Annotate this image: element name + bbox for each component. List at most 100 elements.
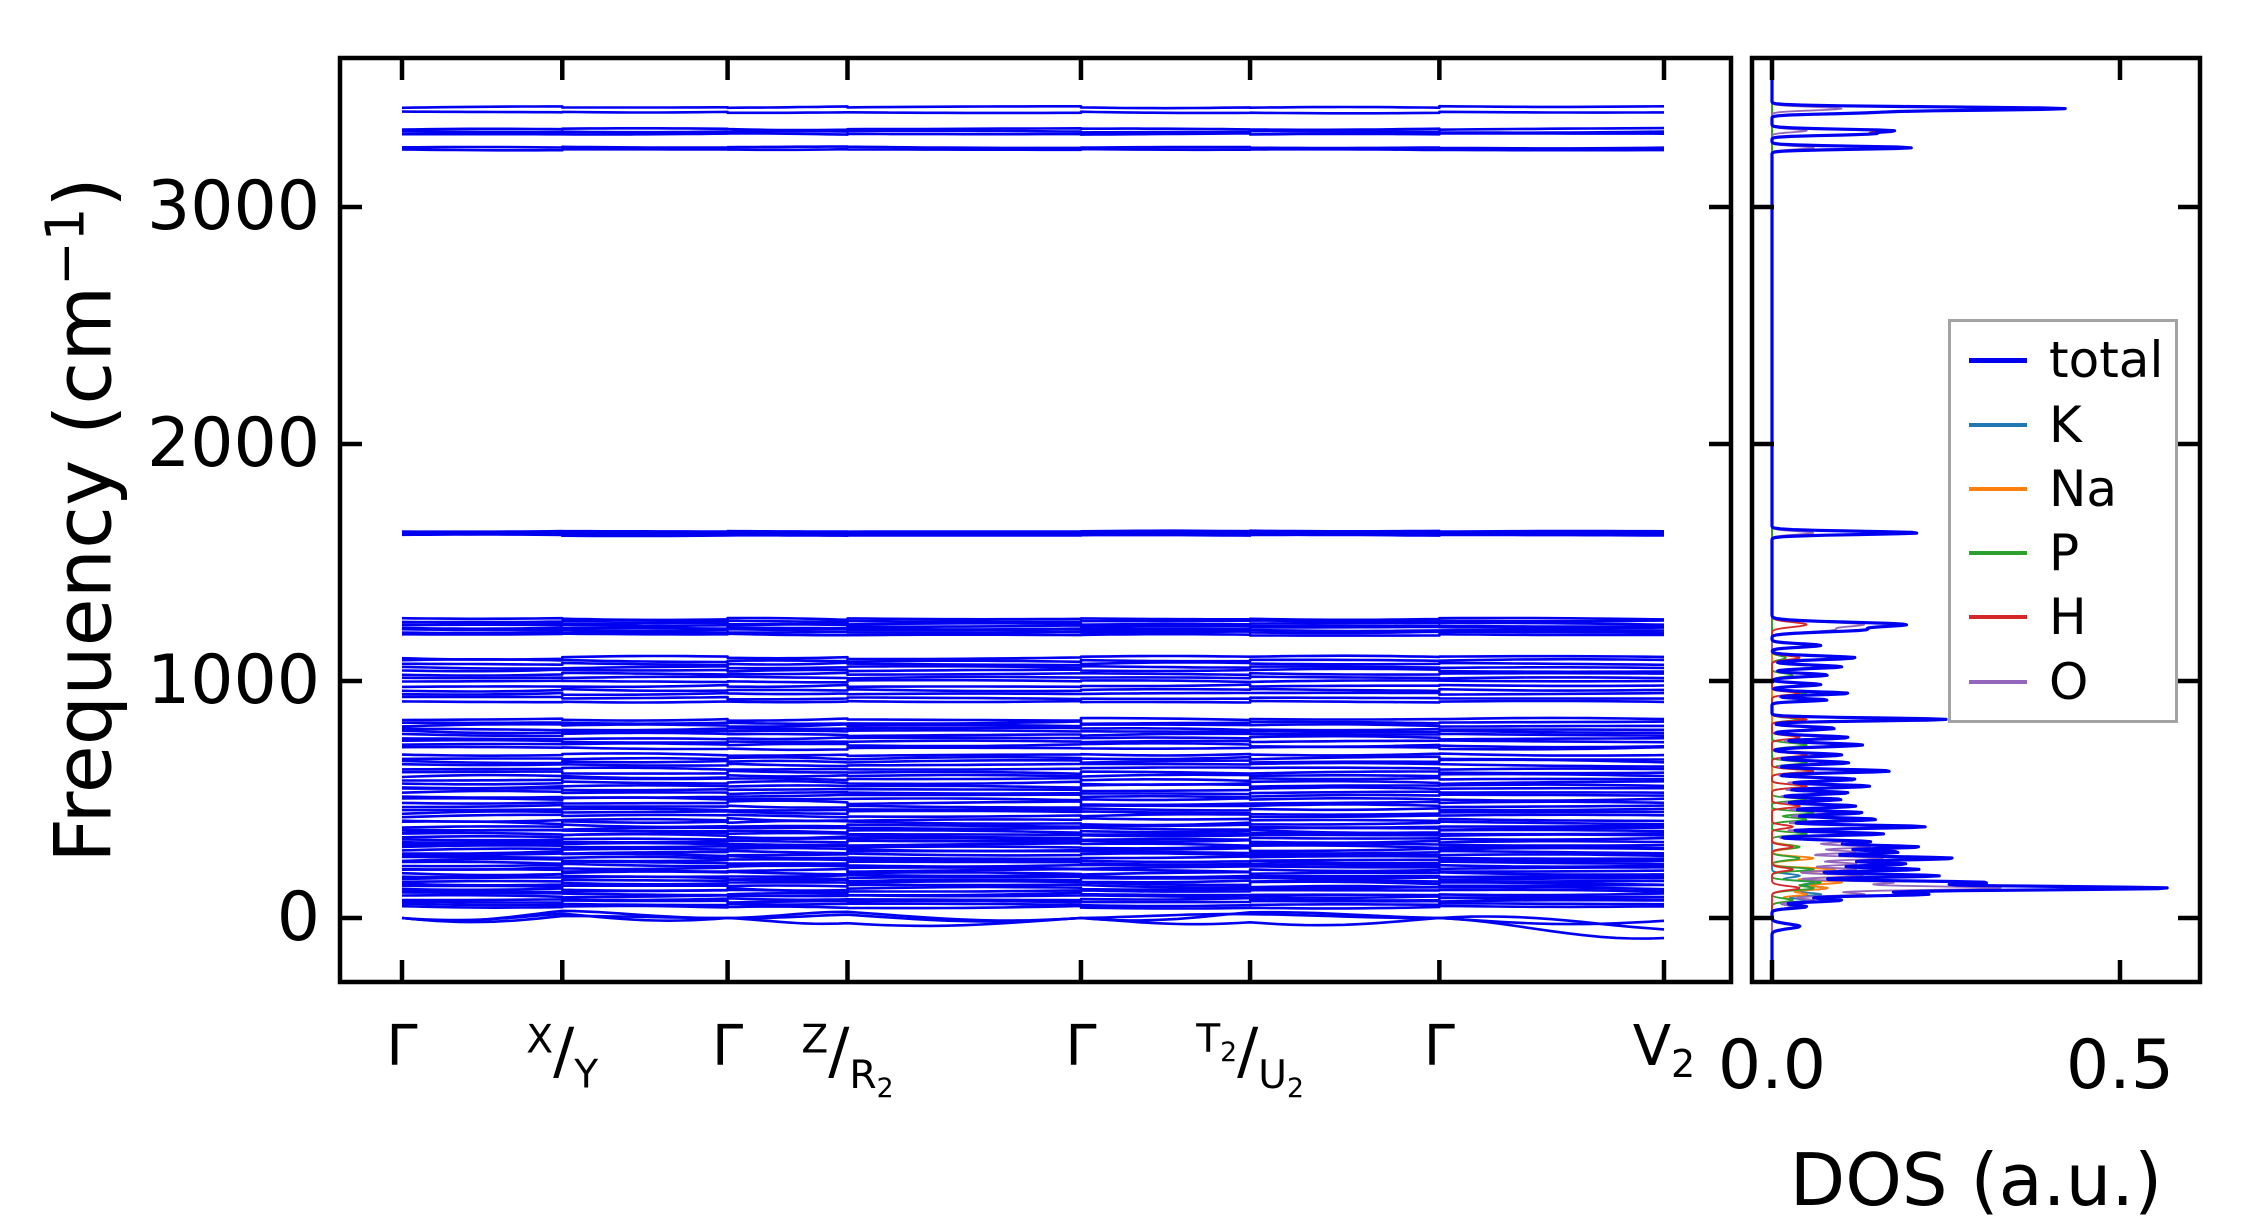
dos-tick-label: 0.0: [1717, 1026, 1827, 1105]
band-line: [401, 664, 1665, 670]
legend-label: H: [2049, 588, 2087, 647]
kpath-label-7: V2: [1632, 1014, 1696, 1087]
band-line: [401, 110, 1665, 115]
band-line: [401, 823, 1665, 829]
band-line: [401, 898, 1665, 904]
legend-line-sample-p: [1969, 551, 2027, 556]
legend-line-sample-na: [1969, 486, 2027, 491]
y-axis-label-text: Frequency (cm: [39, 285, 130, 863]
legend-item-k: K: [1969, 399, 2175, 451]
band-line: [401, 731, 1665, 738]
band-line: [401, 726, 1664, 732]
band-line: [401, 755, 1664, 761]
band-line: [401, 683, 1665, 689]
band-line: [401, 772, 1665, 780]
legend-label: K: [2049, 395, 2082, 454]
band-line: [401, 728, 1665, 735]
legend-line-sample-k: [1969, 422, 2027, 427]
band-line: [401, 826, 1665, 832]
band-line: [401, 836, 1665, 842]
band-line: [401, 620, 1665, 627]
band-line: [401, 741, 1665, 749]
band-line: [401, 667, 1665, 674]
legend-item-na: Na: [1969, 463, 2175, 515]
band-line: [401, 786, 1664, 793]
legend-label: Na: [2049, 459, 2118, 518]
band-line: [402, 854, 1665, 861]
band-line: [401, 878, 1665, 884]
band-line: [401, 766, 1665, 771]
band-line: [401, 758, 1665, 765]
band-line: [401, 789, 1665, 796]
band-line: [401, 864, 1665, 871]
band-line: [402, 803, 1665, 809]
band-line: [402, 859, 1665, 866]
band-line: [402, 720, 1665, 726]
legend-item-h: H: [1969, 591, 2175, 643]
band-line: [401, 671, 1665, 677]
band-line: [401, 893, 1664, 900]
y-tick-label: 1000: [146, 641, 320, 720]
band-line: [401, 619, 1665, 624]
band-line: [401, 616, 1665, 622]
dos-tick-label: 0.5: [2065, 1026, 2175, 1105]
band-line: [402, 695, 1664, 701]
panel-spine: [337, 55, 1734, 985]
band-line: [401, 904, 1665, 910]
band-line: [401, 734, 1665, 741]
band-line: [401, 691, 1665, 697]
kpath-label-2: Γ: [711, 1014, 744, 1079]
kpath-label-4: Γ: [1065, 1014, 1097, 1079]
kpath-label-5: T2/U2: [1196, 1014, 1304, 1104]
kpath-label-3: Z/R2: [801, 1014, 894, 1104]
band-line: [401, 126, 1665, 132]
band-line: [401, 752, 1665, 758]
y-tick-label: 3000: [146, 167, 320, 246]
band-line: [401, 870, 1665, 877]
band-line: [401, 901, 1665, 908]
band-line: [402, 632, 1665, 637]
band-line: [401, 745, 1665, 752]
panel-spine: [1749, 55, 2203, 985]
legend-line-sample-o: [1969, 679, 2027, 684]
band-line: [402, 661, 1665, 667]
band-line: [401, 879, 1665, 887]
band-line: [401, 627, 1665, 633]
band-line: [401, 687, 1665, 693]
band-line: [402, 132, 1665, 136]
band-line: [401, 862, 1665, 869]
y-tick-label: 0: [276, 878, 320, 957]
band-line: [402, 678, 1665, 684]
band-line: [401, 716, 1665, 723]
band-line: [401, 104, 1665, 110]
dos-curve-total: [1770, 58, 2169, 982]
acoustic-band-line: [401, 914, 1665, 940]
band-line: [401, 852, 1665, 858]
y-axis-label: Frequency (cm−1): [35, 177, 130, 863]
band-line: [402, 776, 1665, 783]
band-line: [401, 812, 1665, 819]
band-line: [401, 779, 1665, 787]
band-line: [401, 533, 1664, 538]
band-line: [401, 832, 1665, 840]
band-line: [401, 530, 1664, 535]
kpath-label-6: Γ: [1423, 1014, 1455, 1079]
band-line: [401, 129, 1665, 134]
band-line: [401, 654, 1665, 661]
kpath-label-1: X/Y: [526, 1014, 599, 1098]
kpath-label-0: Γ: [386, 1014, 418, 1079]
legend-line-sample-total: [1969, 357, 2027, 363]
band-line: [401, 875, 1665, 882]
legend-line-sample-h: [1969, 615, 2027, 620]
band-line: [401, 722, 1664, 728]
band-line: [401, 699, 1665, 704]
dos-curve-K: [1771, 59, 1829, 982]
band-line: [401, 761, 1665, 768]
legend-label: O: [2049, 652, 2089, 711]
dos-axis-label: DOS (a.u.): [1789, 1138, 2163, 1220]
band-line: [401, 675, 1665, 680]
band-line: [401, 816, 1665, 824]
band-line: [401, 819, 1665, 827]
band-line: [401, 783, 1665, 790]
